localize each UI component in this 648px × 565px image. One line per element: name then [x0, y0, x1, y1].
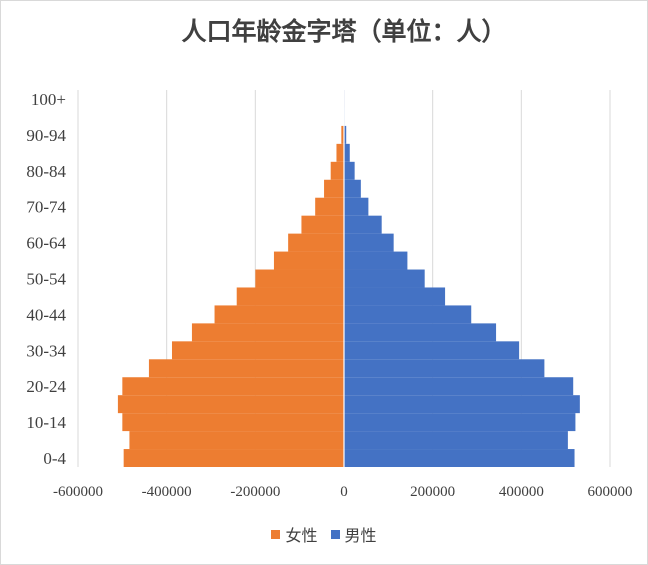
x-tick-label--600000: -600000 — [53, 484, 103, 500]
bar-male-35-39 — [344, 323, 497, 342]
bar-male-65-69 — [344, 215, 382, 234]
bar-female-20-24 — [122, 377, 344, 396]
bar-male-90-94 — [344, 125, 347, 144]
x-tick-label-600000: 600000 — [588, 484, 633, 500]
bar-male-75-79 — [344, 179, 361, 198]
chart-title: 人口年龄金字塔（单位：人） — [181, 17, 507, 46]
bar-male-60-64 — [344, 233, 394, 252]
y-tick-label-0-4: 0-4 — [43, 449, 66, 468]
bar-female-25-29 — [148, 359, 344, 378]
bars — [117, 90, 580, 467]
y-tick-labels: 0-4 10-14 20-24 30-34 40-44 50-54 60-64 70-74 80… — [26, 90, 66, 468]
bar-male-15-19 — [344, 395, 580, 414]
legend: 女性 男性 — [0, 522, 648, 546]
x-tick-label-0: 0 — [340, 484, 348, 500]
bar-female-55-59 — [273, 251, 344, 270]
legend-label-male: 男性 — [344, 526, 377, 545]
bar-female-70-74 — [315, 197, 344, 216]
y-tick-label-40-44: 40-44 — [26, 305, 66, 324]
bar-female-40-44 — [214, 305, 344, 324]
bar-male-85-89 — [344, 143, 350, 162]
bar-male-10-14 — [344, 413, 576, 432]
bar-female-65-69 — [301, 215, 344, 234]
bar-female-75-79 — [324, 179, 344, 198]
bar-male-20-24 — [344, 377, 574, 396]
bar-male-5-9 — [344, 431, 568, 450]
bar-male-45-49 — [344, 287, 446, 306]
x-tick-label-400000: 400000 — [499, 484, 544, 500]
bar-male-40-44 — [344, 305, 472, 324]
bar-female-5-9 — [129, 431, 344, 450]
y-tick-label-70-74: 70-74 — [26, 198, 66, 217]
y-tick-label-100+: 100+ — [31, 90, 66, 109]
y-tick-label-90-94: 90-94 — [26, 126, 66, 145]
legend-item-female: 女性 — [271, 522, 317, 546]
bar-female-15-19 — [117, 395, 345, 414]
bar-female-90-94 — [341, 125, 344, 144]
bar-female-50-54 — [255, 269, 344, 288]
bar-male-80-84 — [344, 161, 355, 180]
legend-swatch-male — [330, 529, 340, 539]
x-tick-label--200000: -200000 — [230, 484, 280, 500]
y-tick-label-80-84: 80-84 — [26, 162, 66, 181]
x-tick-labels: -600000 -400000 -200000 0 200000 400000 600000 — [53, 484, 633, 500]
bar-female-30-34 — [171, 341, 344, 360]
y-tick-label-30-34: 30-34 — [26, 341, 66, 360]
bar-female-60-64 — [288, 233, 344, 252]
y-tick-label-10-14: 10-14 — [26, 413, 66, 432]
bar-male-0-4 — [344, 449, 575, 467]
legend-label-female: 女性 — [285, 526, 318, 545]
bar-male-55-59 — [344, 251, 408, 270]
bar-female-10-14 — [122, 413, 344, 432]
legend-item-male: 男性 — [330, 522, 377, 546]
y-tick-label-20-24: 20-24 — [26, 377, 66, 396]
bar-male-50-54 — [344, 269, 425, 288]
bar-female-0-4 — [123, 449, 344, 467]
legend-swatch-female — [271, 529, 281, 539]
bar-female-80-84 — [330, 161, 344, 180]
bar-female-85-89 — [336, 143, 344, 162]
bar-male-30-34 — [344, 341, 520, 360]
bar-male-70-74 — [344, 197, 369, 216]
y-tick-label-60-64: 60-64 — [26, 234, 66, 253]
x-tick-label-200000: 200000 — [410, 484, 455, 500]
bar-male-25-29 — [344, 359, 545, 378]
x-tick-label--400000: -400000 — [142, 484, 192, 500]
y-tick-label-50-54: 50-54 — [26, 270, 66, 289]
bar-female-35-39 — [191, 323, 344, 342]
bar-female-45-49 — [236, 287, 344, 306]
